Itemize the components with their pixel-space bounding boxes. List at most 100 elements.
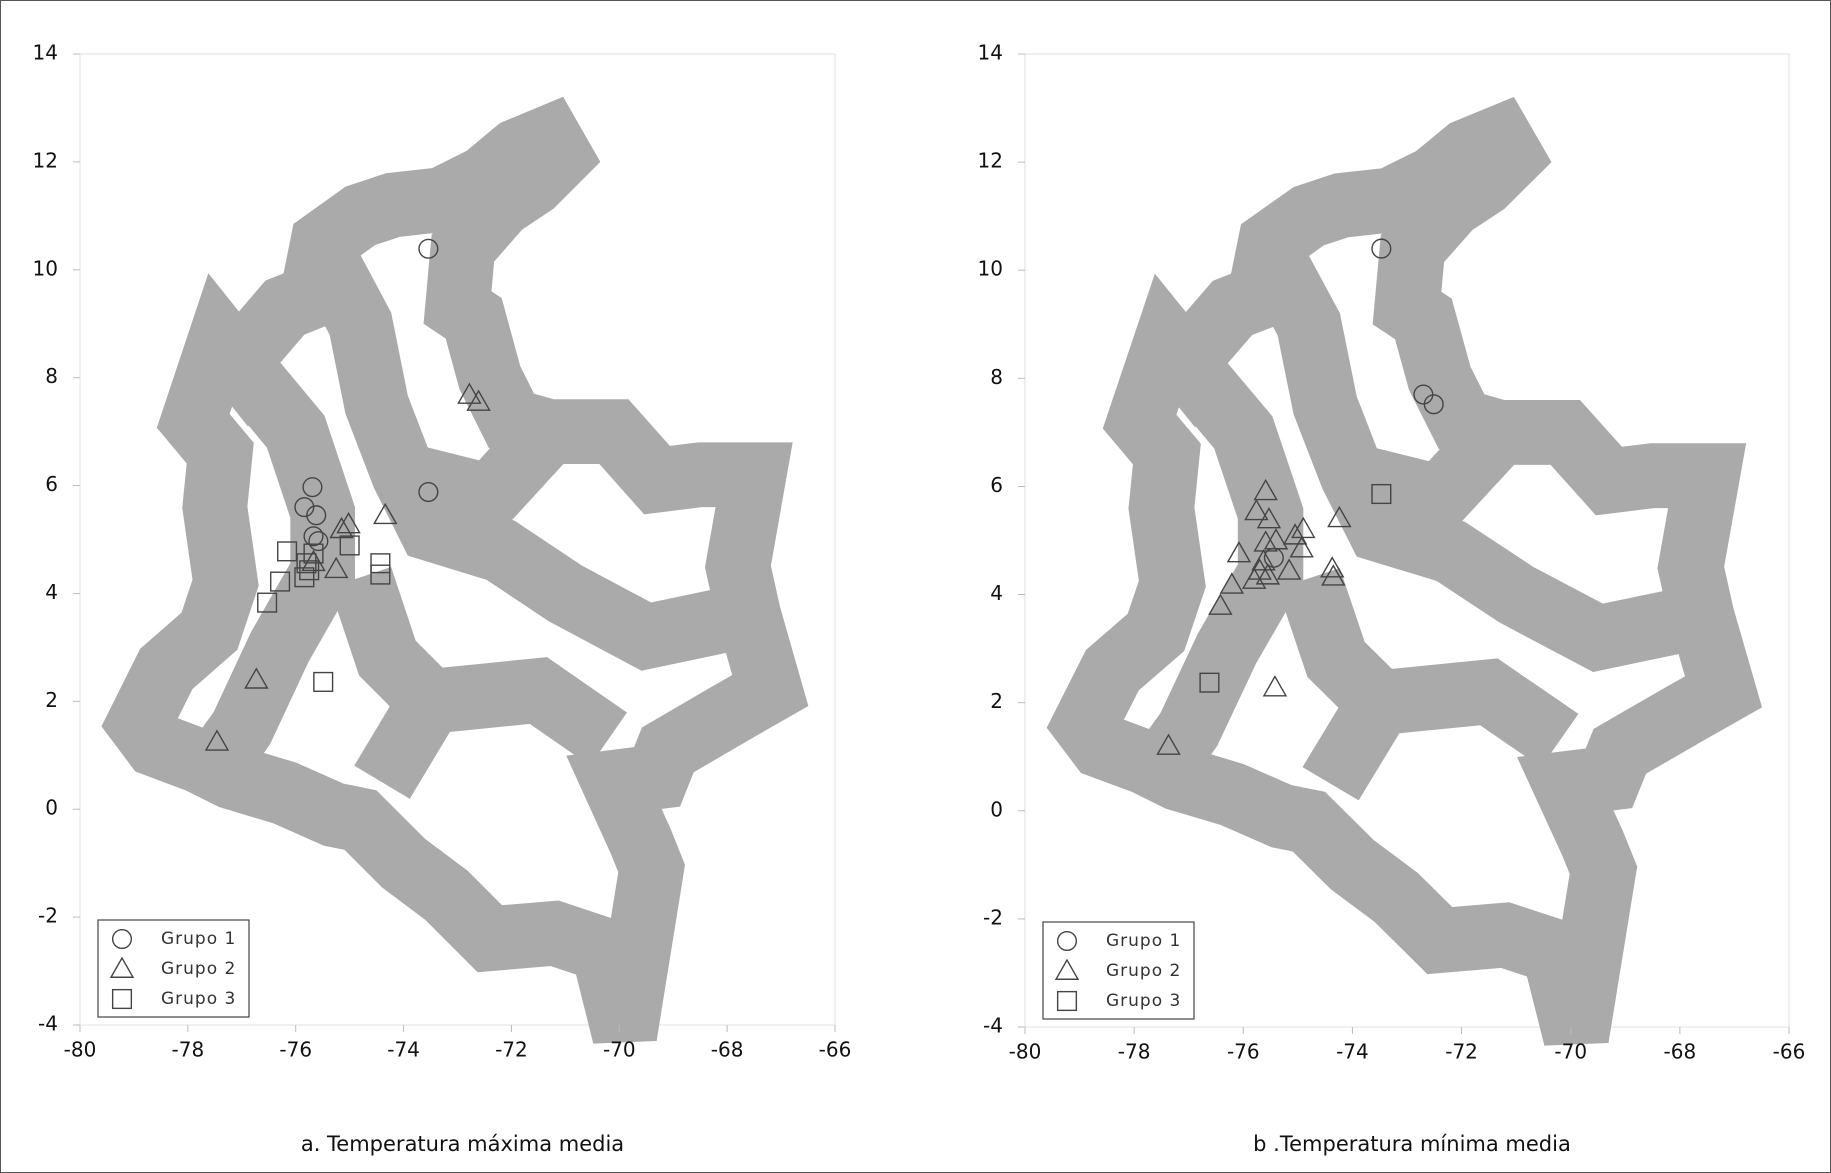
x-tick-label: -74 bbox=[387, 1038, 420, 1062]
legend-marker bbox=[111, 988, 133, 1010]
point bbox=[418, 238, 439, 259]
legend-label: Grupo 2 bbox=[1106, 961, 1181, 981]
point bbox=[1321, 564, 1346, 586]
point bbox=[1208, 593, 1233, 615]
y-tick-label: -4 bbox=[38, 1012, 58, 1036]
point bbox=[1320, 556, 1345, 578]
point bbox=[306, 505, 327, 526]
y-tick-label: 14 bbox=[33, 41, 58, 65]
y-tick-label: 0 bbox=[45, 796, 58, 820]
y-tick-label: 12 bbox=[33, 148, 58, 172]
point bbox=[299, 560, 320, 581]
x-tick-label: -78 bbox=[172, 1038, 205, 1062]
y-tick-label: 10 bbox=[978, 257, 1003, 281]
point bbox=[418, 481, 439, 503]
legend-box bbox=[1042, 921, 1195, 1020]
x-tick-label: -70 bbox=[1554, 1040, 1587, 1064]
point bbox=[1226, 541, 1252, 563]
legend-marker bbox=[109, 956, 135, 978]
point bbox=[1199, 672, 1220, 693]
point bbox=[1253, 478, 1278, 501]
point bbox=[1423, 394, 1444, 415]
point bbox=[302, 477, 323, 498]
x-tick-label: -74 bbox=[1336, 1040, 1369, 1064]
point bbox=[1253, 530, 1278, 552]
point bbox=[466, 389, 491, 411]
map-outline bbox=[1085, 138, 1723, 1038]
y-tick-label: 8 bbox=[990, 365, 1003, 389]
y-tick-label: 10 bbox=[33, 256, 58, 280]
chart-title: a. Temperatura máxima media bbox=[301, 1132, 624, 1156]
y-tick-label: -2 bbox=[983, 905, 1003, 929]
point bbox=[373, 502, 398, 525]
legend-box bbox=[97, 919, 250, 1018]
map-outline bbox=[139, 138, 770, 1036]
point bbox=[1156, 733, 1181, 755]
point bbox=[329, 516, 354, 539]
y-tick-label: 6 bbox=[45, 472, 58, 496]
point bbox=[257, 592, 278, 613]
point bbox=[1276, 558, 1302, 580]
point bbox=[1263, 528, 1289, 550]
point bbox=[457, 382, 482, 404]
x-tick-label: -68 bbox=[1664, 1040, 1697, 1064]
point bbox=[277, 541, 298, 562]
y-tick-label: -4 bbox=[983, 1014, 1003, 1038]
y-tick-label: 12 bbox=[978, 149, 1003, 173]
legend-label: Grupo 3 bbox=[161, 989, 236, 1009]
point bbox=[204, 729, 230, 751]
point bbox=[294, 567, 315, 588]
legend-label: Grupo 2 bbox=[161, 959, 236, 979]
chart-title: b .Temperatura mínima media bbox=[1253, 1132, 1571, 1156]
point bbox=[323, 556, 349, 579]
point bbox=[294, 497, 315, 518]
x-tick-label: -68 bbox=[711, 1038, 744, 1062]
y-tick-label: 14 bbox=[978, 41, 1003, 65]
point bbox=[1291, 516, 1316, 539]
y-tick-label: 0 bbox=[990, 797, 1003, 821]
point bbox=[1371, 238, 1392, 259]
legend-label: Grupo 3 bbox=[1106, 991, 1181, 1011]
point bbox=[1255, 563, 1281, 585]
x-tick-label: -72 bbox=[495, 1038, 528, 1062]
x-tick-label: -76 bbox=[1227, 1040, 1260, 1064]
x-tick-label: -70 bbox=[603, 1038, 636, 1062]
y-tick-label: -2 bbox=[38, 904, 58, 928]
point bbox=[336, 511, 361, 534]
point bbox=[1244, 498, 1269, 521]
legend-label: Grupo 1 bbox=[161, 929, 236, 949]
point bbox=[244, 667, 269, 689]
point bbox=[1327, 505, 1352, 528]
legend-label: Grupo 1 bbox=[1106, 931, 1181, 951]
legend-marker bbox=[1054, 958, 1080, 980]
point bbox=[303, 543, 324, 564]
x-tick-label: -66 bbox=[1773, 1040, 1806, 1064]
point bbox=[1289, 536, 1314, 558]
x-tick-label: -76 bbox=[279, 1038, 312, 1062]
legend-marker bbox=[1056, 930, 1078, 952]
point bbox=[370, 564, 391, 585]
x-tick-label: -78 bbox=[1118, 1040, 1151, 1064]
point bbox=[339, 535, 360, 556]
plot-frame bbox=[1024, 53, 1790, 1028]
point bbox=[1262, 675, 1288, 697]
point bbox=[270, 571, 291, 592]
point bbox=[1282, 523, 1308, 545]
y-tick-label: 8 bbox=[45, 364, 58, 388]
plot-frame bbox=[79, 53, 836, 1026]
point bbox=[1371, 483, 1392, 505]
x-tick-label: -80 bbox=[1009, 1040, 1042, 1064]
y-tick-label: 6 bbox=[990, 473, 1003, 497]
y-tick-label: 2 bbox=[45, 688, 58, 712]
point bbox=[1256, 507, 1282, 529]
point bbox=[370, 553, 391, 574]
point bbox=[308, 531, 329, 552]
y-tick-label: 4 bbox=[45, 580, 58, 604]
spacer bbox=[1, 1, 2, 2]
point bbox=[1241, 567, 1267, 589]
y-tick-label: 4 bbox=[990, 581, 1003, 605]
x-tick-label: -72 bbox=[1445, 1040, 1478, 1064]
legend-marker bbox=[111, 928, 133, 950]
point bbox=[1219, 572, 1245, 594]
